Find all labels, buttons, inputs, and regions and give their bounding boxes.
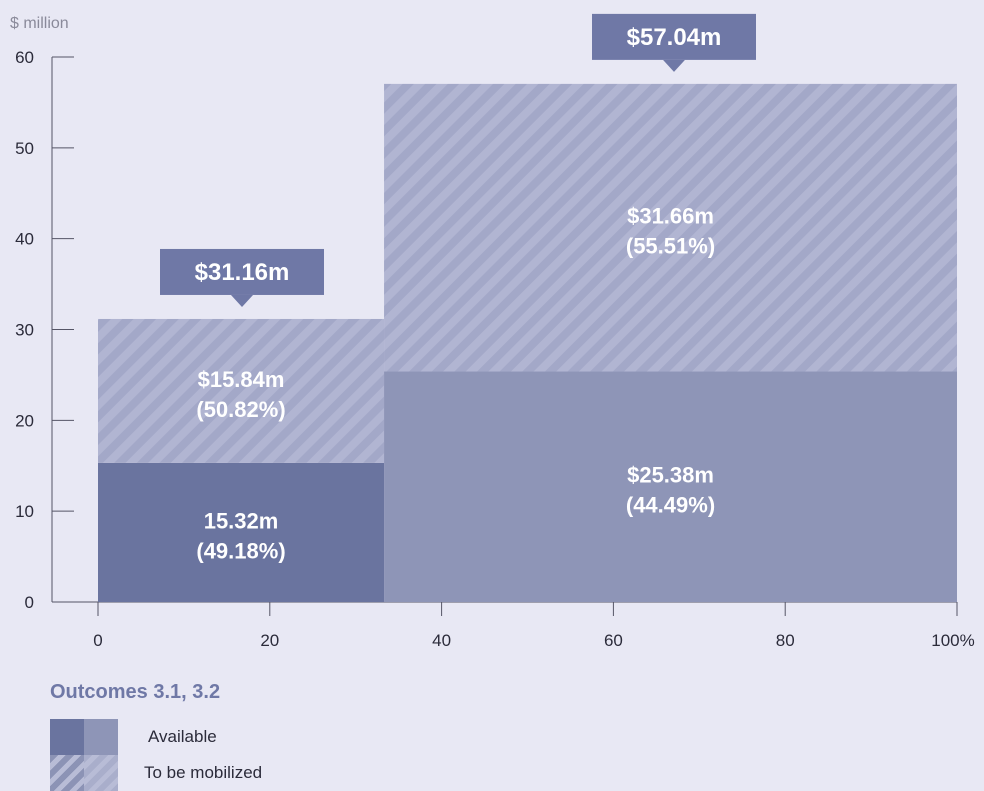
total-label-1: $31.16m (195, 259, 290, 286)
label-to-be-mobilized-1-value: $15.84m (198, 367, 285, 392)
total-label-2: $57.04m (627, 24, 722, 51)
y-tick-label: 20 (15, 411, 34, 430)
x-tick-label: 80 (776, 631, 795, 650)
y-tick-label: 50 (15, 139, 34, 158)
legend-item-available: Available (50, 719, 217, 755)
total-callout-pointer-1 (231, 294, 253, 307)
x-tick-label: 40 (432, 631, 451, 650)
label-available-2-percent: (44.49%) (626, 493, 715, 518)
y-tick-label: 10 (15, 502, 34, 521)
x-tick-label: 100% (931, 631, 974, 650)
legend-item-to-be-mobilized: To be mobilized (50, 755, 262, 791)
bar-to-be-mobilized-2 (384, 83, 957, 372)
label-to-be-mobilized-1-percent: (50.82%) (196, 397, 285, 422)
legend-swatch-available (50, 719, 118, 755)
x-tick-label: 0 (93, 631, 102, 650)
label-available-2-value: $25.38m (627, 463, 714, 488)
total-callout-2 (592, 13, 756, 60)
legend-label-to-be-mobilized: To be mobilized (144, 763, 263, 782)
legend-title: Outcomes 3.1, 3.2 (50, 681, 221, 703)
legend-swatch-to-be-mobilized (50, 755, 118, 791)
label-available-1-percent: (49.18%) (196, 538, 285, 563)
y-tick-label: 30 (15, 321, 34, 340)
label-to-be-mobilized-2-percent: (55.51%) (626, 234, 715, 259)
total-callout-pointer-2 (663, 59, 685, 72)
y-tick-label: 40 (15, 230, 34, 249)
bar-available-2 (384, 371, 957, 602)
marimekko-chart: $ million 0 10 20 30 40 50 60 0 20 40 60 80 100% 15.32… (10, 13, 975, 650)
y-tick-label: 60 (15, 48, 34, 67)
x-tick-label: 20 (260, 631, 279, 650)
legend-label-available: Available (148, 727, 217, 746)
bar-available-1 (98, 462, 385, 602)
y-unit-label: $ million (10, 15, 69, 32)
bar-to-be-mobilized-1 (98, 318, 385, 463)
label-to-be-mobilized-2-value: $31.66m (627, 204, 714, 229)
label-available-1-value: 15.32m (204, 508, 279, 533)
y-tick-label: 0 (25, 593, 34, 612)
total-callout-1 (160, 248, 324, 295)
x-tick-label: 60 (604, 631, 623, 650)
